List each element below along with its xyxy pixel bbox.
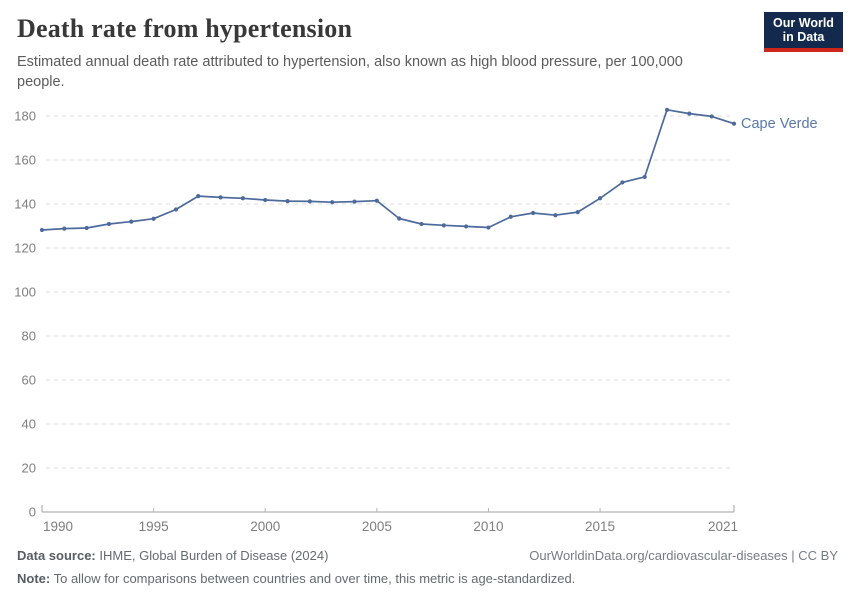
data-point xyxy=(642,174,647,180)
y-tick-label: 20 xyxy=(22,461,36,476)
data-point xyxy=(106,221,112,227)
data-point xyxy=(664,107,670,112)
y-tick-label: 120 xyxy=(14,241,36,256)
series-end-label: Cape Verde xyxy=(741,116,818,132)
data-point xyxy=(62,226,67,231)
note-label: Note: xyxy=(17,571,51,586)
y-tick-label: 0 xyxy=(29,505,36,520)
data-point xyxy=(84,225,89,231)
data-point xyxy=(441,223,446,228)
data-point xyxy=(352,199,357,204)
data-point xyxy=(129,219,134,224)
x-tick-label: 2000 xyxy=(250,519,280,534)
y-tick-label: 160 xyxy=(14,153,36,168)
y-tick-label: 100 xyxy=(14,285,36,300)
y-tick-label: 180 xyxy=(14,109,36,124)
data-point xyxy=(196,193,201,199)
data-source-label: Data source: xyxy=(17,548,96,563)
data-point xyxy=(397,216,402,221)
data-point xyxy=(419,221,424,227)
data-point xyxy=(597,196,603,201)
x-tick-label: 2005 xyxy=(362,519,392,534)
data-point xyxy=(218,195,223,200)
data-point xyxy=(151,216,156,221)
data-point xyxy=(285,199,290,204)
data-point xyxy=(575,210,580,215)
owid-logo-accent-bar xyxy=(764,48,843,52)
owid-url-text: OurWorldinData.org/cardiovascular-diseas… xyxy=(529,548,838,563)
data-point xyxy=(464,224,469,229)
data-point xyxy=(620,180,625,185)
footer-source-row: Data source: IHME, Global Burden of Dise… xyxy=(17,548,838,563)
x-tick-label: 1995 xyxy=(139,519,169,534)
data-point xyxy=(263,197,268,203)
data-point xyxy=(240,196,246,201)
data-point xyxy=(731,121,737,126)
data-line xyxy=(41,108,735,231)
data-point xyxy=(486,225,491,230)
data-point xyxy=(39,227,45,233)
data-source-value: IHME, Global Burden of Disease (2024) xyxy=(95,548,329,563)
owid-logo-line1: Our World xyxy=(773,16,834,30)
footer-note-row: Note: To allow for comparisons between c… xyxy=(17,571,838,586)
chart-footer: Data source: IHME, Global Burden of Dise… xyxy=(17,548,838,586)
x-tick-label: 2015 xyxy=(585,519,615,534)
data-point xyxy=(508,214,513,219)
data-point xyxy=(709,114,714,119)
data-point xyxy=(173,207,179,212)
chart-subtitle: Estimated annual death rate attributed t… xyxy=(17,54,683,90)
chart-title: Death rate from hypertension xyxy=(17,14,353,43)
data-point xyxy=(553,213,558,218)
owid-logo: Our World in Data xyxy=(764,12,843,52)
note-value: To allow for comparisons between countri… xyxy=(50,571,576,586)
data-source-text: Data source: IHME, Global Burden of Dise… xyxy=(17,548,328,563)
data-point xyxy=(687,111,692,116)
y-tick-label: 40 xyxy=(22,417,36,432)
x-tick-label: 2010 xyxy=(473,519,503,534)
x-tick-label: 1990 xyxy=(43,519,73,534)
y-tick-label: 80 xyxy=(22,329,36,344)
owid-logo-line2: in Data xyxy=(782,30,825,44)
data-point xyxy=(374,198,379,203)
x-tick-label: 2021 xyxy=(708,519,738,534)
y-tick-label: 140 xyxy=(14,197,36,212)
data-point xyxy=(307,199,312,204)
data-point xyxy=(330,200,335,205)
data-point xyxy=(530,210,536,216)
y-tick-label: 60 xyxy=(22,373,36,388)
